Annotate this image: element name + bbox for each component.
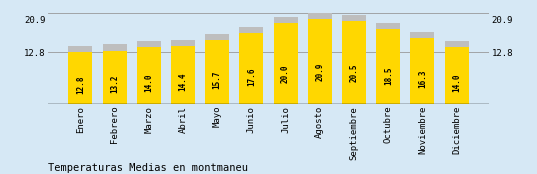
Text: Temperaturas Medias en montmaneu: Temperaturas Medias en montmaneu bbox=[48, 163, 248, 173]
Bar bbox=[103, 51, 127, 104]
Bar bbox=[410, 38, 434, 104]
Bar bbox=[171, 39, 195, 104]
Bar bbox=[376, 23, 400, 104]
Text: 20.0: 20.0 bbox=[281, 64, 290, 83]
Text: 15.7: 15.7 bbox=[213, 71, 222, 89]
Bar bbox=[240, 33, 263, 104]
Text: 14.0: 14.0 bbox=[452, 73, 461, 92]
Bar bbox=[376, 29, 400, 104]
Text: 13.2: 13.2 bbox=[110, 75, 119, 93]
Bar bbox=[342, 21, 366, 104]
Text: 20.9: 20.9 bbox=[315, 63, 324, 81]
Bar bbox=[274, 23, 297, 104]
Bar bbox=[68, 52, 92, 104]
Bar bbox=[410, 32, 434, 104]
Bar bbox=[445, 47, 469, 104]
Text: 12.8: 12.8 bbox=[76, 75, 85, 94]
Bar bbox=[205, 40, 229, 104]
Bar bbox=[274, 17, 297, 104]
Bar bbox=[240, 26, 263, 104]
Bar bbox=[205, 34, 229, 104]
Bar bbox=[342, 15, 366, 104]
Text: 16.3: 16.3 bbox=[418, 70, 427, 88]
Bar bbox=[68, 46, 92, 104]
Bar bbox=[137, 41, 161, 104]
Bar bbox=[308, 19, 332, 104]
Bar bbox=[137, 47, 161, 104]
Bar bbox=[171, 46, 195, 104]
Bar bbox=[103, 45, 127, 104]
Text: 20.5: 20.5 bbox=[350, 63, 359, 82]
Text: 14.4: 14.4 bbox=[178, 73, 187, 91]
Text: 18.5: 18.5 bbox=[384, 66, 393, 85]
Text: 17.6: 17.6 bbox=[247, 68, 256, 86]
Text: 14.0: 14.0 bbox=[144, 73, 153, 92]
Bar bbox=[308, 13, 332, 104]
Bar bbox=[445, 41, 469, 104]
